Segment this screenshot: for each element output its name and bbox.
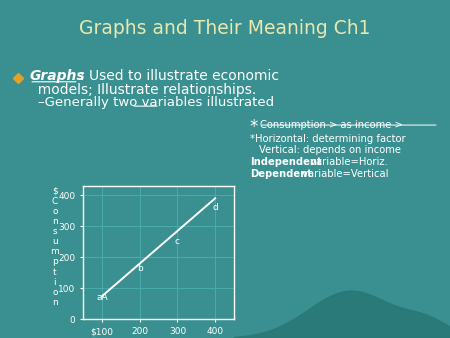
Text: models; Illustrate relationships.: models; Illustrate relationships. bbox=[29, 82, 256, 97]
Text: aA: aA bbox=[96, 293, 108, 302]
Text: n: n bbox=[52, 217, 58, 226]
Text: : Used to illustrate economic: : Used to illustrate economic bbox=[80, 69, 279, 83]
Text: b: b bbox=[137, 264, 143, 273]
Text: s: s bbox=[53, 227, 57, 236]
Text: –Generally two variables illustrated: –Generally two variables illustrated bbox=[38, 96, 274, 109]
Text: Graphs and Their Meaning Ch1: Graphs and Their Meaning Ch1 bbox=[79, 19, 371, 38]
Text: Vertical: depends on income: Vertical: depends on income bbox=[259, 145, 401, 155]
Text: c: c bbox=[175, 238, 180, 246]
Text: Dependent: Dependent bbox=[250, 169, 312, 179]
Text: variable=Vertical: variable=Vertical bbox=[299, 169, 389, 179]
Text: p: p bbox=[52, 258, 58, 266]
Text: Independent: Independent bbox=[250, 157, 321, 167]
Text: *: * bbox=[250, 118, 258, 136]
Text: C: C bbox=[52, 197, 58, 206]
Text: $: $ bbox=[52, 187, 58, 195]
Text: o: o bbox=[52, 207, 58, 216]
Text: *Horizontal: determining factor: *Horizontal: determining factor bbox=[250, 134, 405, 144]
Text: o: o bbox=[52, 288, 58, 297]
Text: d: d bbox=[212, 203, 218, 212]
Text: m: m bbox=[50, 247, 59, 256]
Text: Consumption > as income >: Consumption > as income > bbox=[260, 120, 402, 130]
Text: n: n bbox=[52, 298, 58, 307]
Text: u: u bbox=[52, 237, 58, 246]
Text: i: i bbox=[54, 278, 56, 287]
Text: variable=Horiz.: variable=Horiz. bbox=[307, 157, 387, 167]
Text: Graphs: Graphs bbox=[29, 69, 85, 83]
Text: t: t bbox=[53, 268, 57, 276]
